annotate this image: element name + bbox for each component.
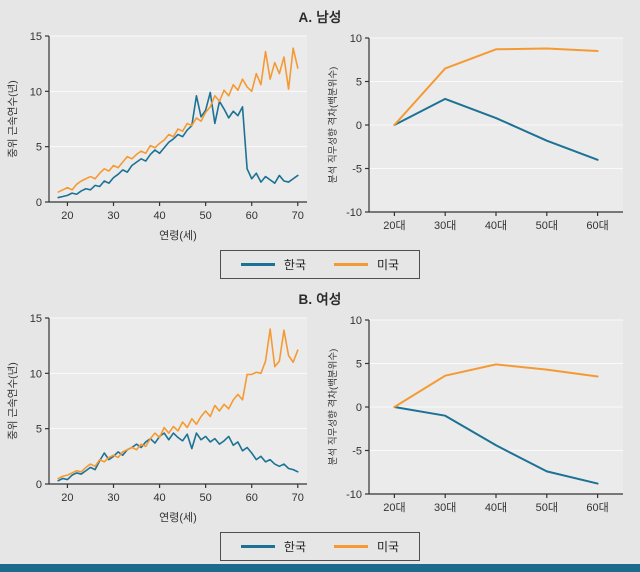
x-tick-label: 20: [61, 492, 73, 504]
y-tick-label: 0: [356, 120, 362, 132]
x-tick-label: 20: [61, 210, 73, 222]
panel-female: B. 여성 0 5 10 15 20 30 40 50 60 70 연령(세) 중위 근속연수(년) …: [0, 282, 640, 564]
x-tick-label: 30: [107, 210, 119, 222]
series-korea: [57, 432, 299, 482]
y-tick-label: -5: [352, 446, 362, 458]
x-tick-label: 50대: [536, 501, 558, 514]
y-tick-label: 5: [36, 142, 42, 154]
us-line-swatch: [334, 545, 368, 548]
y-tick-label: -10: [346, 489, 362, 501]
x-tick-label: 60대: [586, 501, 608, 514]
x-tick-label: 20대: [383, 501, 405, 514]
chart-female-tenure: 0 5 10 15 20 30 40 50 60 70 연령(세) 중위 근속연수(년): [6, 313, 307, 524]
y-tick-label: 15: [30, 313, 42, 325]
series-us: [393, 363, 599, 408]
x-axis-label: 연령(세): [159, 229, 197, 242]
legend-female: 한국 미국: [219, 532, 421, 561]
y-axis-label: 중위 근속연수(년): [6, 362, 19, 440]
legend-item-us: 미국: [334, 538, 399, 555]
korea-line-swatch: [240, 263, 275, 266]
legend-label-us: 미국: [377, 258, 400, 272]
x-tick-label: 60: [246, 492, 258, 504]
legend-item-korea: 한국: [240, 538, 306, 555]
y-tick-label: 10: [350, 33, 362, 45]
legend-male: 한국 미국: [219, 250, 421, 279]
x-tick-label: 40대: [485, 501, 507, 514]
series-korea: [57, 91, 299, 199]
y-tick-label: 0: [356, 402, 362, 414]
x-tick-label: 40: [153, 492, 165, 504]
legend-label-korea: 한국: [283, 540, 306, 554]
x-tick-label: 60: [246, 210, 258, 222]
panel-title-female: B. 여성: [298, 292, 342, 307]
panel-title-male: A. 남성: [298, 10, 342, 25]
y-tick-label: 10: [30, 86, 42, 98]
legend-label-korea: 한국: [283, 258, 306, 272]
series-us: [57, 47, 299, 193]
y-tick-label: -10: [346, 207, 362, 219]
korea-line-swatch: [240, 545, 275, 548]
x-tick-label: 30대: [434, 501, 456, 514]
charts-row-female: 0 5 10 15 20 30 40 50 60 70 연령(세) 중위 근속연수(년) -10 -5 0…: [3, 308, 637, 528]
x-tick-label: 20대: [383, 219, 405, 232]
x-tick-label: 40: [153, 210, 165, 222]
y-axis-label: 분석 직무성향 격차(백분위수): [327, 349, 339, 466]
chart-male-tenure: 0 5 10 15 20 30 40 50 60 70 연령(세) 중위 근속연수(년): [6, 31, 307, 242]
legend-item-korea: 한국: [240, 256, 306, 273]
y-tick-label: 0: [36, 479, 42, 491]
x-axis-label: 연령(세): [159, 511, 197, 524]
x-tick-label: 70: [292, 492, 304, 504]
panel-male: A. 남성 0 5 10 15 20 30 40 50 60 70 연령(세) 중위 근속연수(년) …: [0, 0, 640, 282]
y-tick-label: 5: [36, 424, 42, 436]
y-tick-label: 10: [350, 315, 362, 327]
x-tick-label: 60대: [586, 219, 608, 232]
series-korea: [393, 406, 599, 485]
plot-area: [49, 318, 307, 484]
y-axis-label: 분석 직무성향 격차(백분위수): [327, 67, 339, 184]
x-tick-label: 50대: [536, 219, 558, 232]
legend-label-us: 미국: [377, 540, 400, 554]
x-tick-label: 30: [107, 492, 119, 504]
footer-bar: [0, 564, 640, 572]
chart-male-gap: -10 -5 0 5 10 20대 30대 40대 50대 60대 분석 직무성향 격차(백분위수): [327, 33, 623, 232]
y-axis-label: 중위 근속연수(년): [6, 80, 19, 158]
chart-female-gap: -10 -5 0 5 10 20대 30대 40대 50대 60대 분석 직무성향 격차(백분위수): [327, 315, 623, 514]
y-tick-label: 0: [36, 197, 42, 209]
charts-row-male: 0 5 10 15 20 30 40 50 60 70 연령(세) 중위 근속연수(년) -10 -5 0…: [3, 26, 637, 246]
legend-item-us: 미국: [334, 256, 399, 273]
us-line-swatch: [334, 263, 368, 266]
x-tick-label: 50: [200, 492, 212, 504]
y-tick-label: 5: [356, 359, 362, 371]
y-tick-label: 15: [30, 31, 42, 43]
series-us: [393, 47, 599, 126]
y-tick-label: 5: [356, 77, 362, 89]
series-us: [57, 328, 299, 480]
x-tick-label: 30대: [434, 219, 456, 232]
x-tick-label: 70: [292, 210, 304, 222]
y-tick-label: -5: [352, 164, 362, 176]
series-korea: [393, 97, 599, 161]
x-tick-label: 50: [200, 210, 212, 222]
x-tick-label: 40대: [485, 219, 507, 232]
y-tick-label: 10: [30, 368, 42, 380]
